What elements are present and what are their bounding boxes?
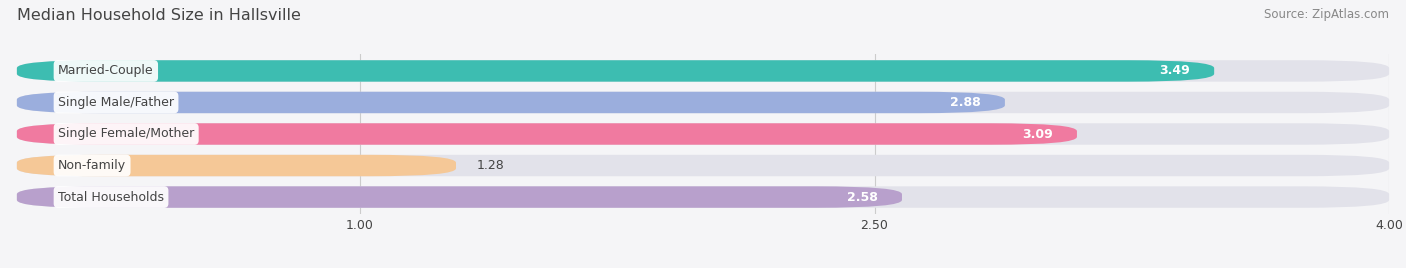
Text: Total Households: Total Households [58,191,165,204]
FancyBboxPatch shape [17,123,1389,145]
Text: 2.88: 2.88 [950,96,981,109]
FancyBboxPatch shape [17,92,1389,113]
Text: Source: ZipAtlas.com: Source: ZipAtlas.com [1264,8,1389,21]
FancyBboxPatch shape [17,60,1389,82]
FancyBboxPatch shape [17,92,1005,113]
FancyBboxPatch shape [17,186,1389,208]
Text: Median Household Size in Hallsville: Median Household Size in Hallsville [17,8,301,23]
Text: Married-Couple: Married-Couple [58,64,153,77]
Text: Single Male/Father: Single Male/Father [58,96,174,109]
Text: 2.58: 2.58 [846,191,877,204]
Text: 3.49: 3.49 [1160,64,1189,77]
FancyBboxPatch shape [17,186,903,208]
FancyBboxPatch shape [17,123,1077,145]
Text: Non-family: Non-family [58,159,127,172]
FancyBboxPatch shape [17,155,456,176]
Text: Single Female/Mother: Single Female/Mother [58,128,194,140]
Text: 1.28: 1.28 [477,159,505,172]
FancyBboxPatch shape [17,60,1215,82]
Text: 3.09: 3.09 [1022,128,1053,140]
FancyBboxPatch shape [17,155,1389,176]
